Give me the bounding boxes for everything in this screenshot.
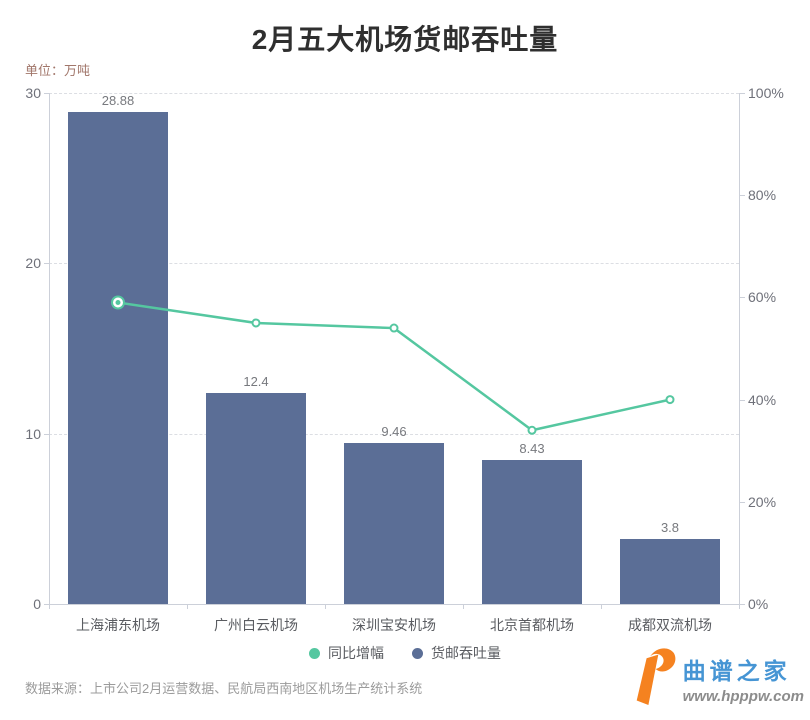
legend-dot-bar-series (412, 647, 423, 659)
y-axis-left-tickmark (44, 433, 49, 435)
watermark: 曲谱之家 www.hpppw.com (625, 645, 804, 711)
gridline (49, 263, 739, 265)
x-axis-label: 上海浦东机场 (76, 617, 160, 633)
plot-area: 0 10 20 30 0% 20% 40% 60% 80% 100% 28.88 上海浦东机场 12.4… (25, 85, 783, 633)
y-axis-right-tick-label: 0% (748, 596, 769, 612)
y-axis-right-line (739, 93, 740, 604)
y-axis-right-tickmark (740, 501, 745, 503)
bar-value-label: 8.43 (519, 441, 545, 457)
y-axis-left-tick-label: 30 (25, 85, 41, 101)
line-data-point[interactable] (527, 425, 537, 435)
legend: 同比增幅 货邮吞吐量 (309, 643, 501, 663)
x-axis-tickmark (49, 604, 50, 609)
x-axis-tickmark (325, 604, 326, 609)
bar-value-label: 12.4 (243, 373, 269, 389)
x-axis-tickmark (187, 604, 188, 609)
watermark-site-name: 曲谱之家 (682, 657, 791, 684)
y-axis-left-tickmark (44, 93, 49, 94)
legend-dot-line-series (309, 647, 320, 659)
x-axis-label: 北京首都机场 (490, 617, 574, 633)
y-axis-right-tick-label: 60% (748, 289, 777, 306)
legend-label-growth: 同比增幅 (328, 645, 384, 661)
x-axis-label: 广州白云机场 (214, 617, 298, 633)
gridline (49, 433, 739, 435)
x-axis-label: 深圳宝安机场 (352, 617, 436, 633)
line-series-path (117, 301, 671, 432)
line-data-point[interactable] (251, 318, 261, 328)
y-axis-left-tick-label: 20 (25, 255, 41, 272)
watermark-texts: 曲谱之家 www.hpppw.com (683, 652, 804, 705)
watermark-logo-icon (636, 648, 676, 705)
y-axis-right-tickmark (740, 297, 745, 299)
x-axis-line (49, 604, 740, 605)
x-axis-label: 成都双流机场 (628, 617, 712, 633)
y-axis-left-tick-label: 10 (25, 425, 41, 442)
y-axis-right-tick-label: 20% (748, 493, 777, 510)
x-axis-tickmark (601, 604, 602, 609)
bar[interactable] (482, 460, 582, 604)
legend-item-throughput[interactable]: 货邮吞吐量 (412, 643, 501, 663)
line-data-point[interactable] (665, 395, 675, 405)
y-axis-right-tickmark (740, 399, 745, 401)
unit-label: 单位：万吨 (25, 63, 91, 78)
y-axis-right-tickmark (740, 93, 745, 94)
bar-value-label: 28.88 (101, 93, 135, 109)
line-data-point[interactable] (389, 323, 399, 333)
y-axis-right-tick-label: 80% (748, 187, 777, 204)
y-axis-right-tick-label: 40% (748, 391, 777, 408)
x-axis-tickmark (739, 604, 740, 609)
line-series-layer (111, 295, 675, 435)
source-note: 数据来源：上市公司2月运营数据、民航局西南地区机场生产统计系统 (25, 681, 423, 696)
x-axis-tickmark (463, 604, 464, 609)
bar[interactable] (620, 539, 720, 604)
bar-value-label: 9.46 (381, 423, 407, 439)
bar-value-label: 3.8 (660, 520, 680, 536)
y-axis-right-tick-label: 100% (748, 85, 784, 101)
y-axis-right-tickmark (740, 195, 745, 197)
chart-title: 2月五大机场货邮吞吐量 (251, 24, 559, 55)
legend-item-growth[interactable]: 同比增幅 (309, 643, 384, 663)
legend-label-throughput: 货邮吞吐量 (431, 645, 501, 661)
y-axis-left-tickmark (44, 604, 49, 605)
y-axis-right-tickmark (740, 604, 745, 605)
line-data-point-core (115, 300, 121, 306)
gridline (49, 93, 739, 94)
y-axis-left-tickmark (44, 263, 49, 265)
bar[interactable] (206, 392, 306, 604)
watermark-site-url: www.hpppw.com (682, 687, 804, 705)
bar[interactable] (68, 112, 168, 604)
y-axis-left-line (49, 93, 50, 604)
y-axis-left-tick-label: 0 (33, 596, 41, 612)
bar[interactable] (344, 442, 444, 604)
